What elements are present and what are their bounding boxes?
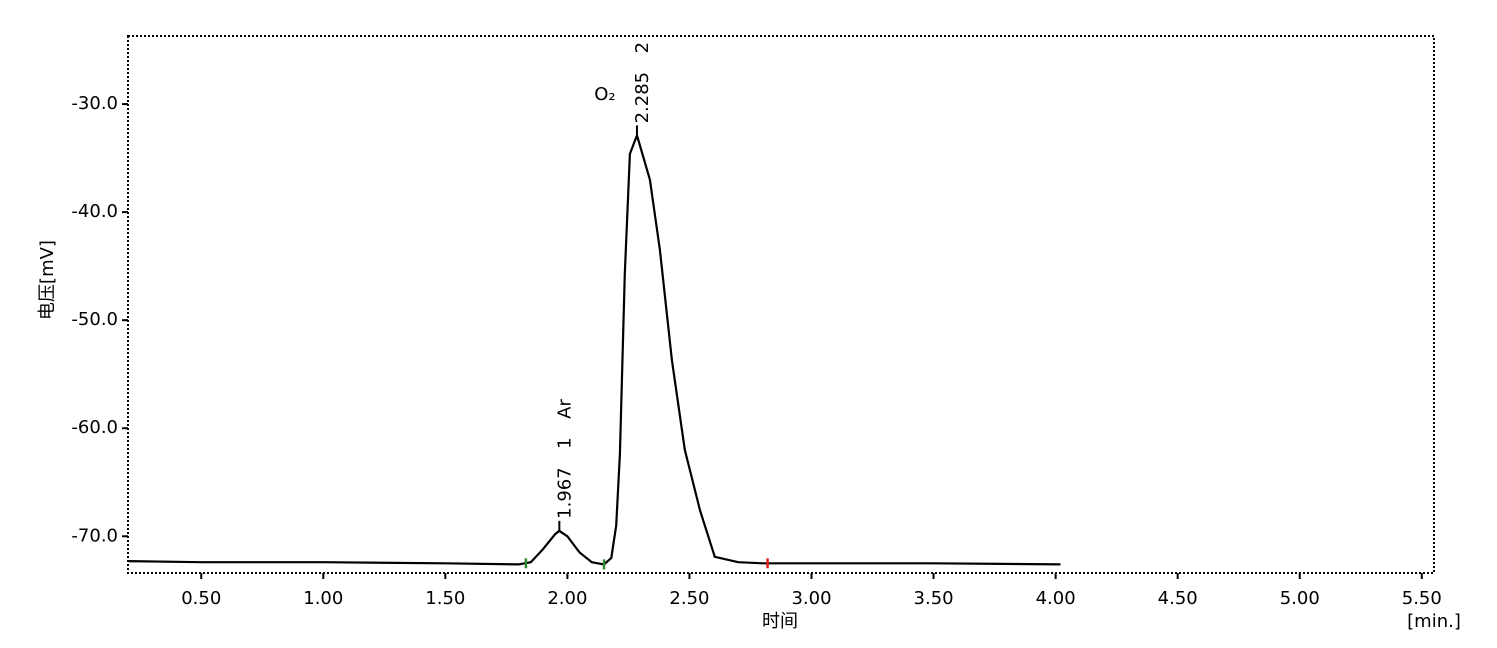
x-tick-label: 3.00	[791, 588, 831, 609]
peak-name-label: Ar	[554, 399, 575, 419]
y-tick-label: -70.0	[71, 525, 118, 546]
x-tick-label: 3.50	[914, 588, 954, 609]
y-tick-label: -50.0	[71, 309, 118, 330]
plot-frame	[127, 35, 1435, 574]
x-tick-label: 0.50	[181, 588, 221, 609]
peak-id-label: 2	[632, 42, 653, 53]
peak-id-label: 1	[554, 437, 575, 448]
x-tick-label: 2.50	[669, 588, 709, 609]
x-axis-unit: [min.]	[1407, 611, 1461, 632]
peak-name-label: O₂	[594, 84, 615, 105]
y-tick-label: -60.0	[71, 417, 118, 438]
x-tick-label: 2.00	[547, 588, 587, 609]
y-tick-label: -40.0	[71, 201, 118, 222]
x-axis-label: 时间	[762, 611, 798, 632]
x-tick-label: 5.50	[1402, 588, 1442, 609]
x-tick-label: 4.00	[1036, 588, 1076, 609]
x-tick-label: 5.00	[1280, 588, 1320, 609]
peak-rt-label: 1.967	[554, 467, 575, 519]
signal-line	[127, 131, 1061, 566]
x-tick-label: 4.50	[1158, 588, 1198, 609]
y-tick-label: -30.0	[71, 93, 118, 114]
y-axis-label: 电压[mV]	[37, 240, 58, 320]
peak-rt-label: 2.285	[632, 72, 653, 124]
x-tick-label: 1.50	[425, 588, 465, 609]
x-tick-label: 1.00	[303, 588, 343, 609]
